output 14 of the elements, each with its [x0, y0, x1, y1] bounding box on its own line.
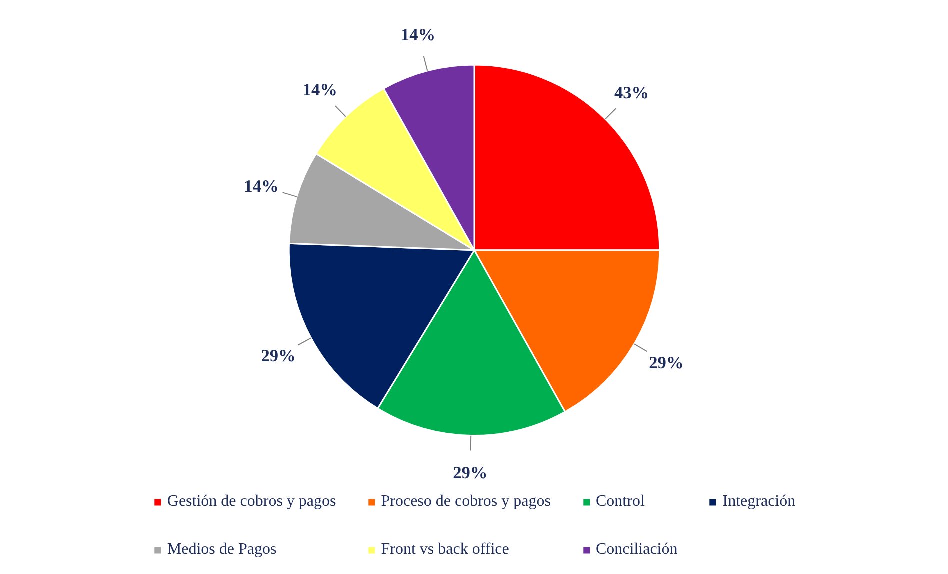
legend-label: Gestión de cobros y pagos [167, 493, 336, 511]
data-label: 29% [261, 346, 296, 366]
legend-label: Integración [722, 493, 796, 511]
data-label: 14% [244, 176, 279, 196]
legend-label: Conciliación [596, 541, 678, 559]
legend-label: Front vs back office [381, 541, 510, 559]
data-label: 14% [302, 80, 338, 100]
legend-label: Proceso de cobros y pagos [381, 493, 551, 511]
data-label: 14% [400, 26, 436, 44]
legend-label: Control [596, 493, 645, 511]
legend-label: Medios de Pagos [167, 541, 277, 559]
data-label: 29% [649, 353, 684, 372]
data-label: 43% [614, 83, 650, 102]
data-label: 29% [453, 463, 488, 482]
